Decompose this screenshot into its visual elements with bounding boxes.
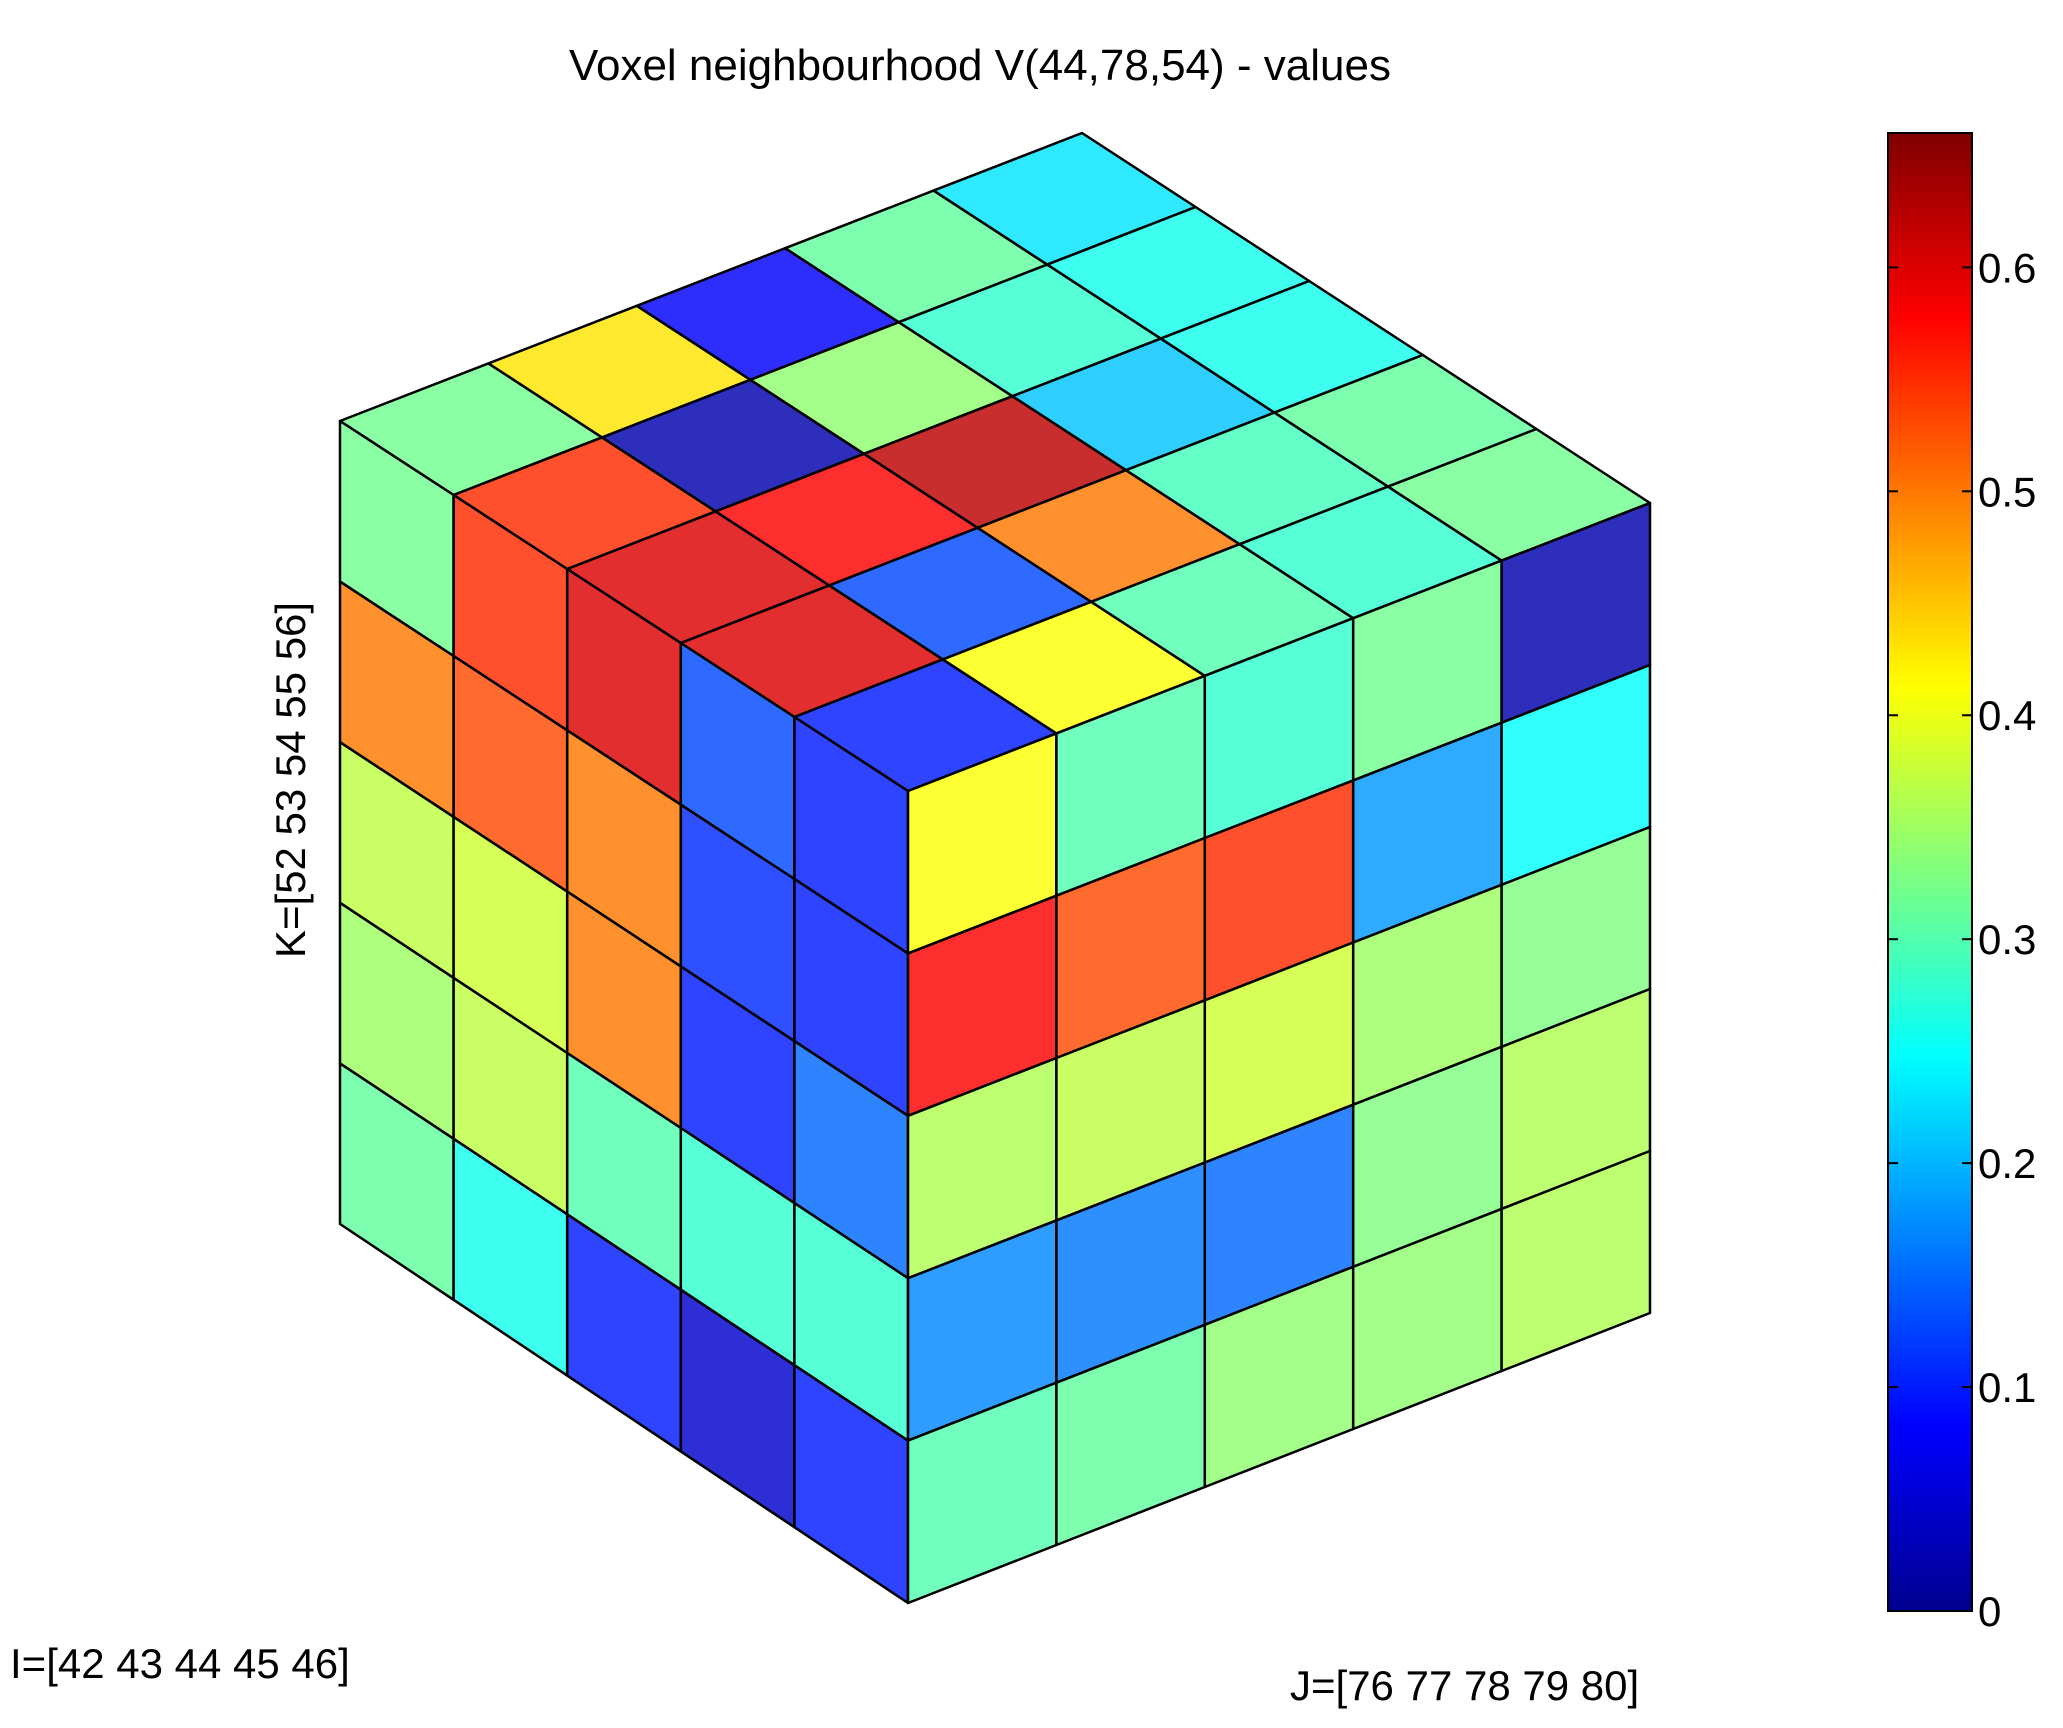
- colorbar-tick-label: 0.4: [1978, 692, 2036, 739]
- axis-label-j: J=[76 77 78 79 80]: [1290, 1662, 1639, 1709]
- colorbar-tick-label: 0.1: [1978, 1364, 2036, 1411]
- colorbar-tick-label: 0.2: [1978, 1140, 2036, 1187]
- axis-label-i: I=[42 43 44 45 46]: [10, 1640, 350, 1687]
- voxel-right-cell: [1500, 1149, 1652, 1373]
- colorbar: [1887, 132, 1973, 1612]
- axis-label-k: K=[52 53 54 55 56]: [267, 602, 314, 958]
- colorbar-gradient: [1887, 132, 1973, 1612]
- colorbar-tick-label: 0.6: [1978, 244, 2036, 291]
- voxel-cube: [338, 131, 1652, 1605]
- colorbar-tick-label: 0.5: [1978, 468, 2036, 515]
- chart-title: Voxel neighbourhood V(44,78,54) - values: [569, 41, 1391, 90]
- colorbar-tick-label: 0.3: [1978, 916, 2036, 963]
- left-face: [338, 419, 910, 1605]
- colorbar-tick-label: 0: [1978, 1588, 2001, 1635]
- right-face: [906, 501, 1652, 1605]
